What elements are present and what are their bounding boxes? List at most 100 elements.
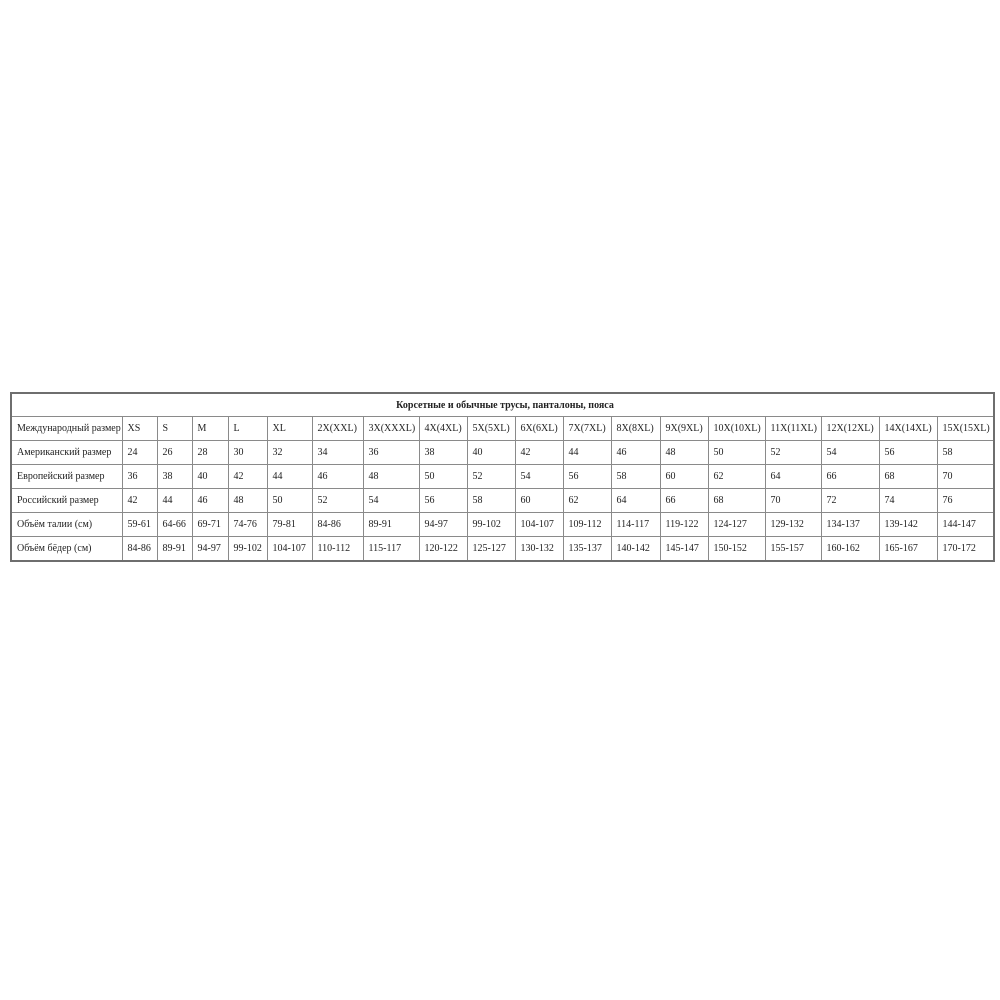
table-cell: 69-71 [191, 512, 229, 537]
table-cell: 50 [418, 464, 468, 489]
table-cell: 56 [562, 464, 612, 489]
table-cell: 125-127 [466, 536, 516, 562]
table-cell: 48 [362, 464, 420, 489]
table-cell: 104-107 [266, 536, 313, 562]
table-cell: 10X(10XL) [707, 416, 766, 441]
table-cell: 54 [820, 440, 880, 465]
table-cell: 60 [659, 464, 709, 489]
table-cell: 46 [311, 464, 364, 489]
table-cell: 52 [764, 440, 822, 465]
table-cell: 54 [362, 488, 420, 513]
row-label: Объём талии (см) [10, 512, 123, 537]
table-cell: 130-132 [514, 536, 564, 562]
table-cell: S [156, 416, 193, 441]
table-cell: 70 [936, 464, 995, 489]
table-cell: 155-157 [764, 536, 822, 562]
table-cell: 4X(4XL) [418, 416, 468, 441]
table-cell: M [191, 416, 229, 441]
table-cell: 139-142 [878, 512, 938, 537]
table-cell: 9X(9XL) [659, 416, 709, 441]
table-cell: 145-147 [659, 536, 709, 562]
table-cell: 24 [121, 440, 158, 465]
table-cell: 15X(15XL) [936, 416, 995, 441]
table-cell: 89-91 [362, 512, 420, 537]
table-cell: 26 [156, 440, 193, 465]
table-cell: 79-81 [266, 512, 313, 537]
table-cell: 52 [466, 464, 516, 489]
table-cell: 160-162 [820, 536, 880, 562]
table-cell: 40 [466, 440, 516, 465]
table-cell: 115-117 [362, 536, 420, 562]
table-cell: 3X(XXXL) [362, 416, 420, 441]
table-cell: 2X(XXL) [311, 416, 364, 441]
table-cell: 46 [610, 440, 661, 465]
table-cell: 99-102 [227, 536, 268, 562]
table-cell: 40 [191, 464, 229, 489]
table-cell: 134-137 [820, 512, 880, 537]
table-cell: 165-167 [878, 536, 938, 562]
table-cell: 89-91 [156, 536, 193, 562]
table-cell: 56 [878, 440, 938, 465]
table-cell: 66 [659, 488, 709, 513]
table-cell: 14X(14XL) [878, 416, 938, 441]
row-label: Американский размер [10, 440, 123, 465]
table-cell: 42 [227, 464, 268, 489]
table-cell: 64 [610, 488, 661, 513]
table-cell: 170-172 [936, 536, 995, 562]
table-cell: 44 [562, 440, 612, 465]
table-cell: 32 [266, 440, 313, 465]
table-cell: 8X(8XL) [610, 416, 661, 441]
table-cell: 72 [820, 488, 880, 513]
table-cell: 52 [311, 488, 364, 513]
table-cell: XS [121, 416, 158, 441]
table-cell: 124-127 [707, 512, 766, 537]
table-cell: 110-112 [311, 536, 364, 562]
table-cell: 54 [514, 464, 564, 489]
table-title: Корсетные и обычные трусы, панталоны, по… [10, 392, 995, 417]
table-cell: 74 [878, 488, 938, 513]
table-cell: 66 [820, 464, 880, 489]
table-cell: 38 [418, 440, 468, 465]
table-cell: 42 [514, 440, 564, 465]
table-cell: 104-107 [514, 512, 564, 537]
table-cell: 36 [121, 464, 158, 489]
table-cell: 68 [707, 488, 766, 513]
table-cell: 12X(12XL) [820, 416, 880, 441]
table-row: Международный размер XS S M L XL 2X(XXL) 3X(XXX… [10, 416, 995, 441]
table-cell: 114-117 [610, 512, 661, 537]
table-cell: 30 [227, 440, 268, 465]
table-cell: XL [266, 416, 313, 441]
table-cell: 56 [418, 488, 468, 513]
table-cell: L [227, 416, 268, 441]
table-cell: 64 [764, 464, 822, 489]
table-cell: 6X(6XL) [514, 416, 564, 441]
row-label: Европейский размер [10, 464, 123, 489]
table-cell: 58 [466, 488, 516, 513]
table-cell: 58 [610, 464, 661, 489]
table-cell: 50 [266, 488, 313, 513]
table-cell: 84-86 [311, 512, 364, 537]
table-cell: 38 [156, 464, 193, 489]
table-cell: 62 [707, 464, 766, 489]
table-cell: 34 [311, 440, 364, 465]
table-cell: 46 [191, 488, 229, 513]
table-cell: 70 [764, 488, 822, 513]
table-cell: 68 [878, 464, 938, 489]
table-cell: 5X(5XL) [466, 416, 516, 441]
title-row: Корсетные и обычные трусы, панталоны, по… [10, 392, 995, 417]
table-cell: 64-66 [156, 512, 193, 537]
table-cell: 74-76 [227, 512, 268, 537]
table-cell: 109-112 [562, 512, 612, 537]
table-cell: 42 [121, 488, 158, 513]
table-cell: 120-122 [418, 536, 468, 562]
table-cell: 140-142 [610, 536, 661, 562]
table-cell: 94-97 [191, 536, 229, 562]
table-cell: 62 [562, 488, 612, 513]
table-cell: 60 [514, 488, 564, 513]
table-cell: 99-102 [466, 512, 516, 537]
table-row: Объём талии (см) 59-61 64-66 69-71 74-76 79-8… [10, 512, 995, 537]
table-cell: 135-137 [562, 536, 612, 562]
table-cell: 76 [936, 488, 995, 513]
table-cell: 28 [191, 440, 229, 465]
table-cell: 44 [156, 488, 193, 513]
